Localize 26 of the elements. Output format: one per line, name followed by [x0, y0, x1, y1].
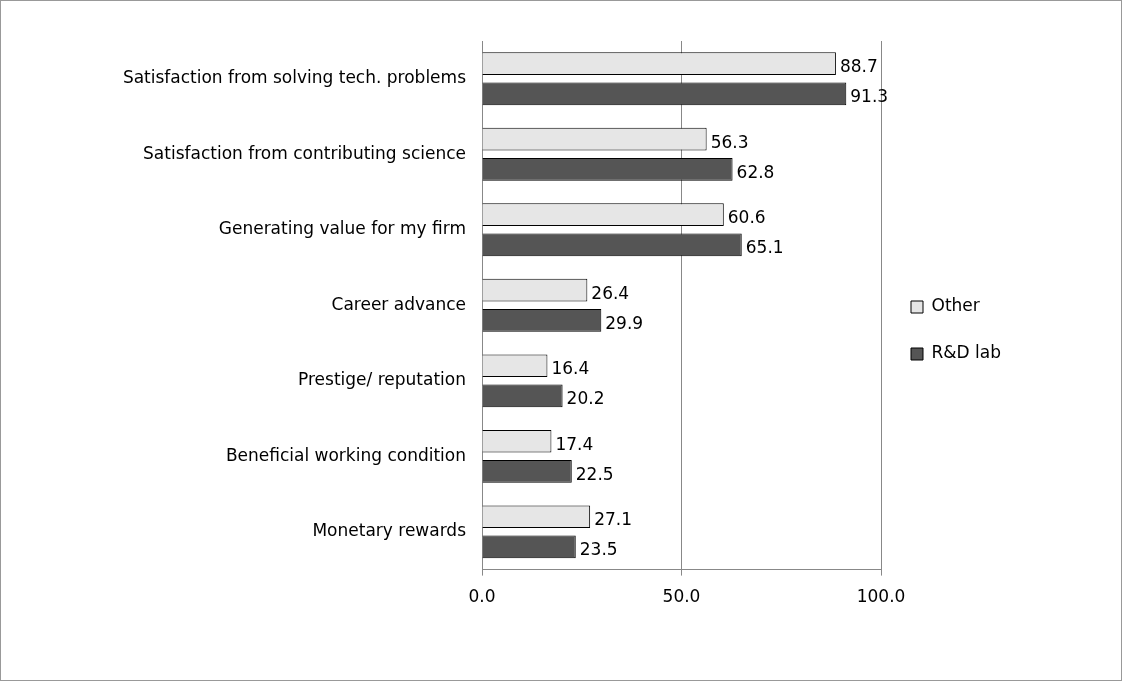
- data-label: 29.9: [605, 312, 644, 333]
- y-tick-label: Beneficial working condition: [225, 444, 466, 465]
- data-label: 88.7: [839, 56, 878, 77]
- y-tick-label: Prestige/ reputation: [298, 369, 466, 390]
- data-label: 26.4: [591, 282, 630, 303]
- data-label: 23.5: [579, 539, 618, 560]
- y-tick-label: Satisfaction from contributing science: [143, 142, 466, 163]
- legend-label: R&D lab: [931, 342, 1002, 363]
- data-label: 60.6: [727, 207, 766, 228]
- data-label: 27.1: [594, 509, 632, 530]
- data-label: 91.3: [850, 86, 889, 107]
- data-label: 62.8: [736, 161, 775, 182]
- data-label: 20.2: [566, 388, 605, 409]
- y-tick-label: Monetary rewards: [312, 520, 467, 541]
- y-tick-label: Career advance: [331, 293, 466, 314]
- y-tick-label: Generating value for my firm: [218, 218, 466, 239]
- x-tick-label: 100.0: [856, 586, 906, 607]
- data-label: 65.1: [745, 237, 784, 258]
- data-label: 22.5: [575, 463, 614, 484]
- y-tick-label: Satisfaction from solving tech. problems: [122, 67, 467, 88]
- x-tick-label: 0.0: [468, 586, 496, 607]
- data-label: 16.4: [551, 358, 590, 379]
- data-label: 56.3: [710, 131, 749, 152]
- data-label: 17.4: [555, 433, 594, 454]
- legend-label: Other: [931, 295, 980, 316]
- x-tick-label: 50.0: [662, 586, 701, 607]
